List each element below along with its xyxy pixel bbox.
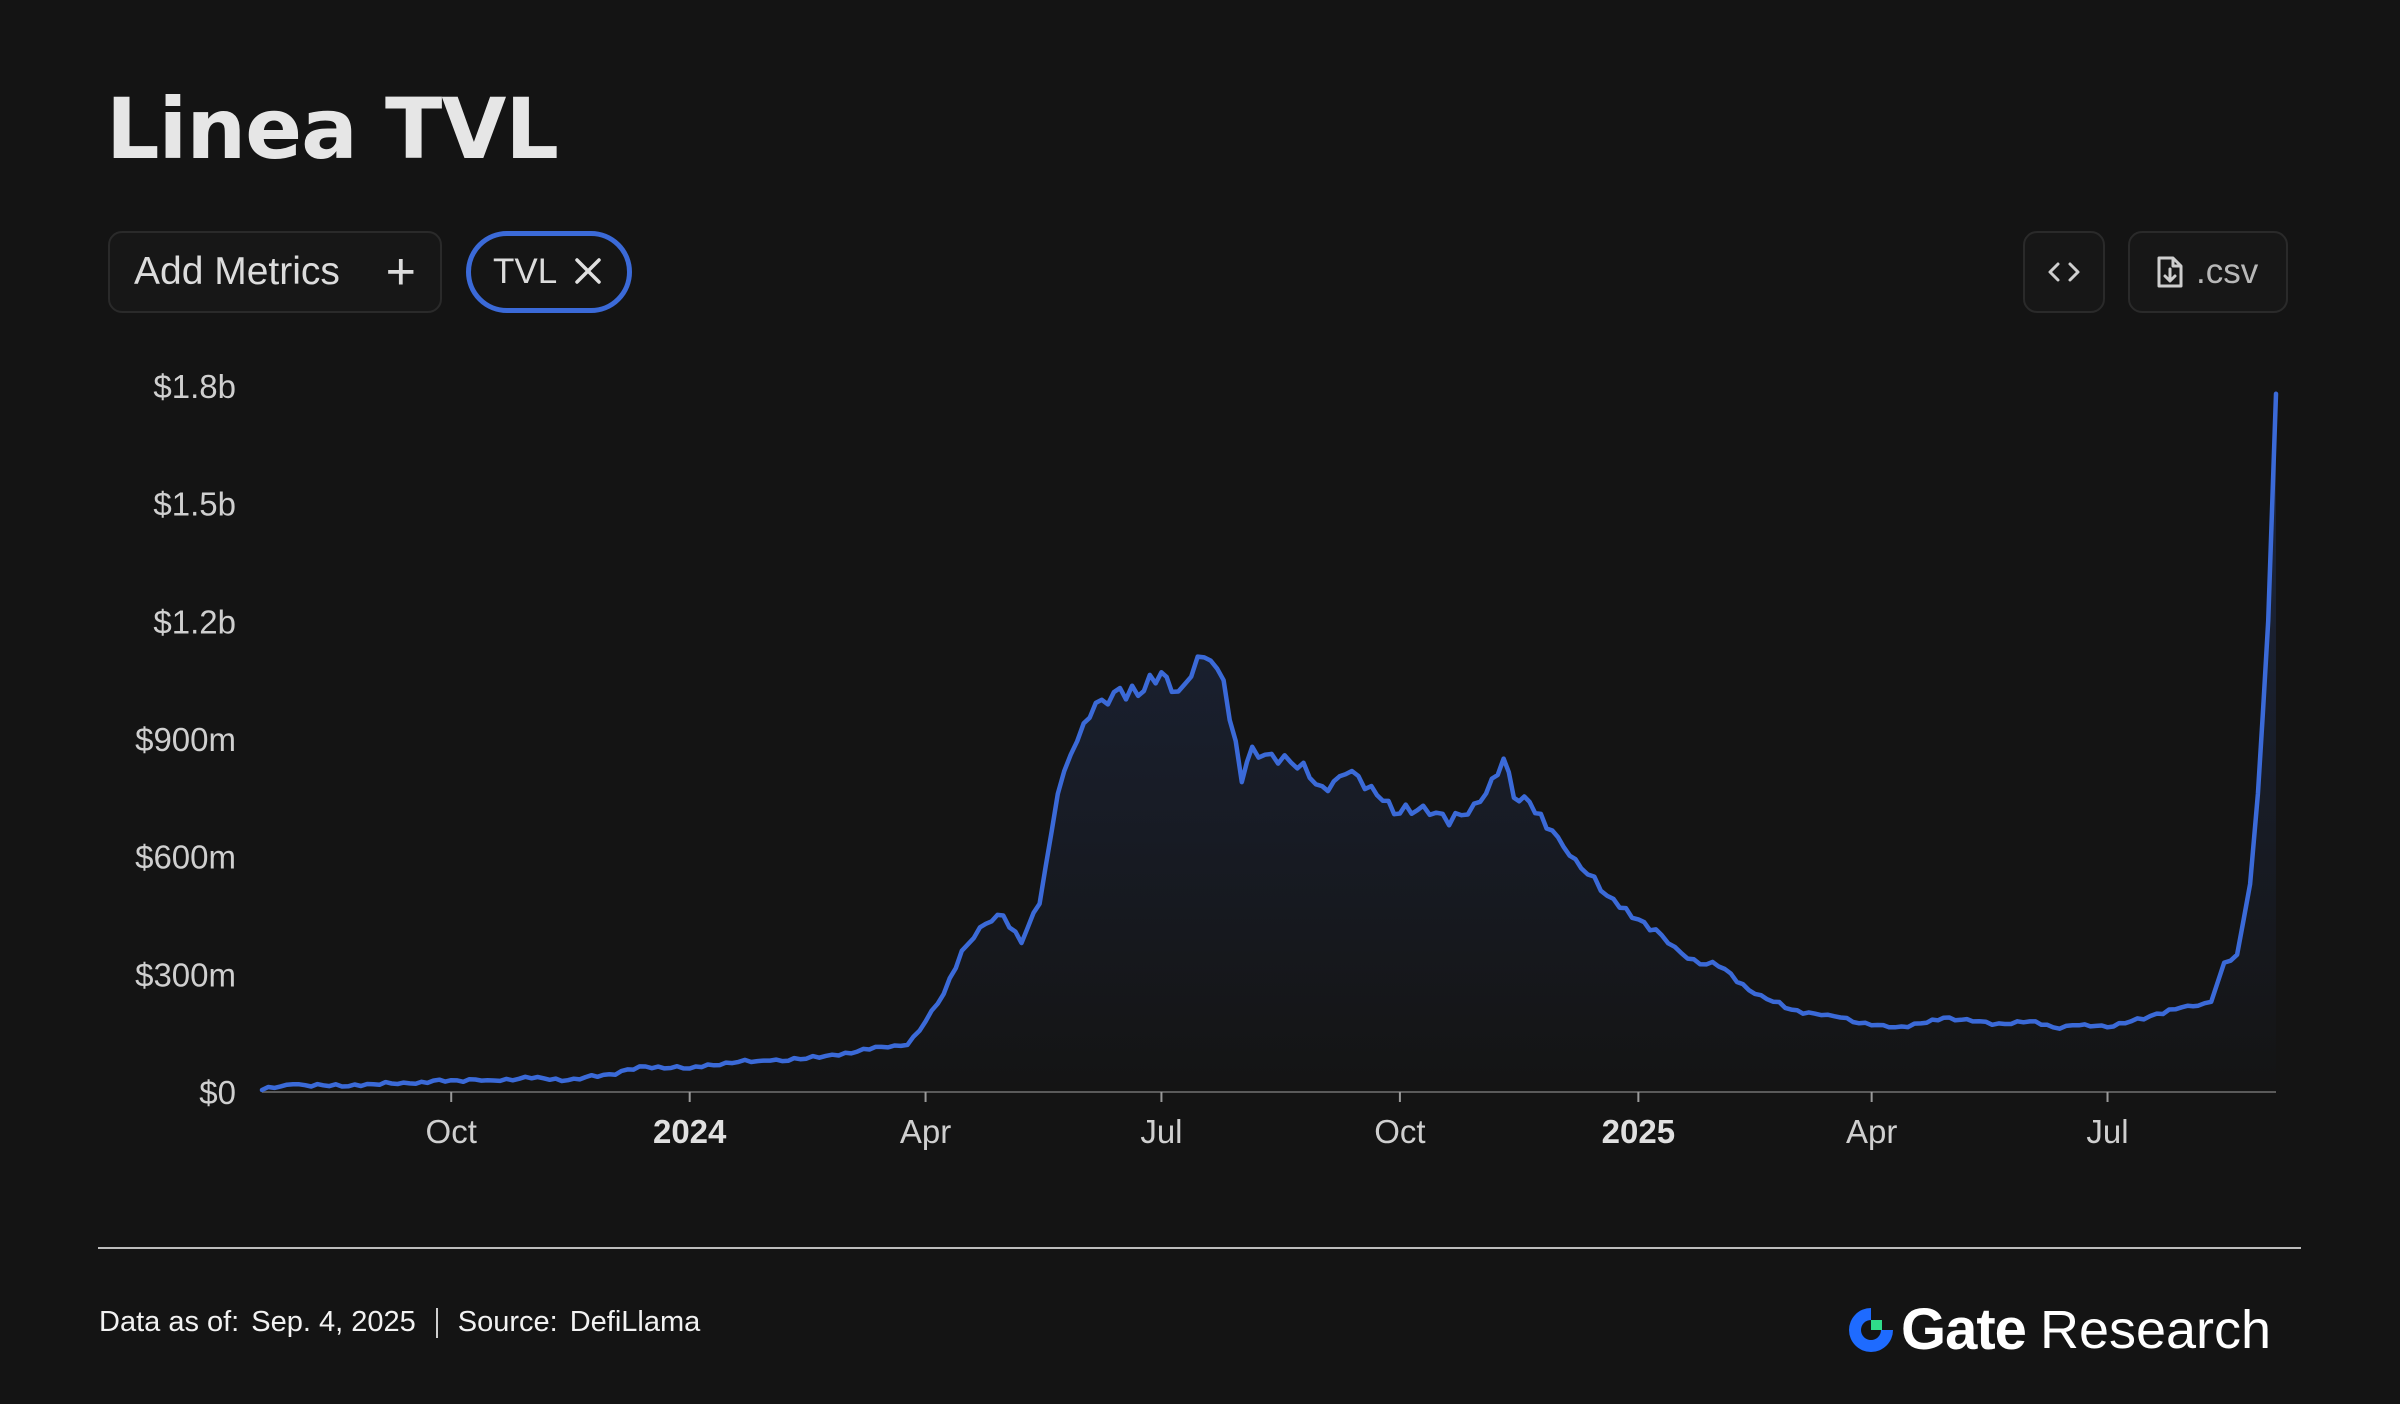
brand-suffix: Research — [2039, 1299, 2272, 1360]
plus-icon: + — [385, 243, 416, 301]
tvl-series-line — [259, 391, 2279, 1093]
csv-label: .csv — [2196, 252, 2259, 291]
y-tick-label: $1.2b — [153, 603, 236, 640]
brand-logo: Gate Research — [1845, 1296, 2271, 1363]
add-metrics-button[interactable]: Add Metrics + — [108, 231, 442, 313]
source-label: Source: — [457, 1306, 558, 1338]
data-as-of-label: Data as of: — [99, 1306, 240, 1338]
y-axis: $0 $300m $600m $900m $1.2b $1.5b $1.8b — [135, 368, 236, 1111]
file-download-icon — [2157, 256, 2183, 288]
y-tick-label: $900m — [135, 721, 236, 758]
tvl-chart: $0 $300m $600m $900m $1.2b $1.5b $1.8b Oct 2024… — [135, 368, 2279, 1150]
toolbar: Add Metrics + TVL .csv — [108, 231, 2288, 313]
footer-divider — [98, 1247, 2301, 1249]
metric-chip-tvl[interactable]: TVL — [466, 231, 632, 313]
embed-button[interactable] — [2023, 231, 2105, 313]
footer-separator — [435, 1307, 438, 1338]
source-value: DefiLlama — [569, 1306, 701, 1338]
x-tick-label: Oct — [1374, 1113, 1425, 1150]
data-as-of-value: Sep. 4, 2025 — [251, 1306, 416, 1338]
x-tick-label: 2024 — [653, 1113, 727, 1150]
plot-area — [259, 391, 2279, 1093]
tvl-area-fill — [262, 393, 2276, 1092]
y-tick-label: $0 — [199, 1074, 236, 1111]
x-tick-label: Apr — [1846, 1113, 1897, 1150]
x-tick-label: 2025 — [1602, 1113, 1675, 1150]
brand-name: Gate — [1901, 1297, 2027, 1362]
x-axis: Oct 2024 Apr Jul Oct 2025 Apr Jul — [262, 1091, 2276, 1150]
page-title: Linea TVL — [106, 80, 559, 178]
gate-logo-icon — [1849, 1307, 1893, 1352]
y-tick-label: $1.5b — [153, 486, 236, 523]
add-metrics-label: Add Metrics — [134, 250, 340, 293]
code-icon — [2048, 262, 2080, 282]
y-tick-label: $1.8b — [153, 368, 236, 405]
y-tick-label: $300m — [135, 956, 236, 993]
metric-chip-label: TVL — [493, 252, 558, 291]
footer: Data as of: Sep. 4, 2025 Source: DefiLla… — [99, 1306, 700, 1339]
download-csv-button[interactable]: .csv — [2128, 231, 2288, 313]
x-tick-label: Oct — [426, 1113, 477, 1150]
close-icon[interactable] — [573, 256, 603, 286]
x-tick-label: Jul — [2086, 1113, 2128, 1150]
x-tick-label: Apr — [900, 1113, 951, 1150]
x-tick-label: Jul — [1140, 1113, 1182, 1150]
y-tick-label: $600m — [135, 839, 236, 876]
